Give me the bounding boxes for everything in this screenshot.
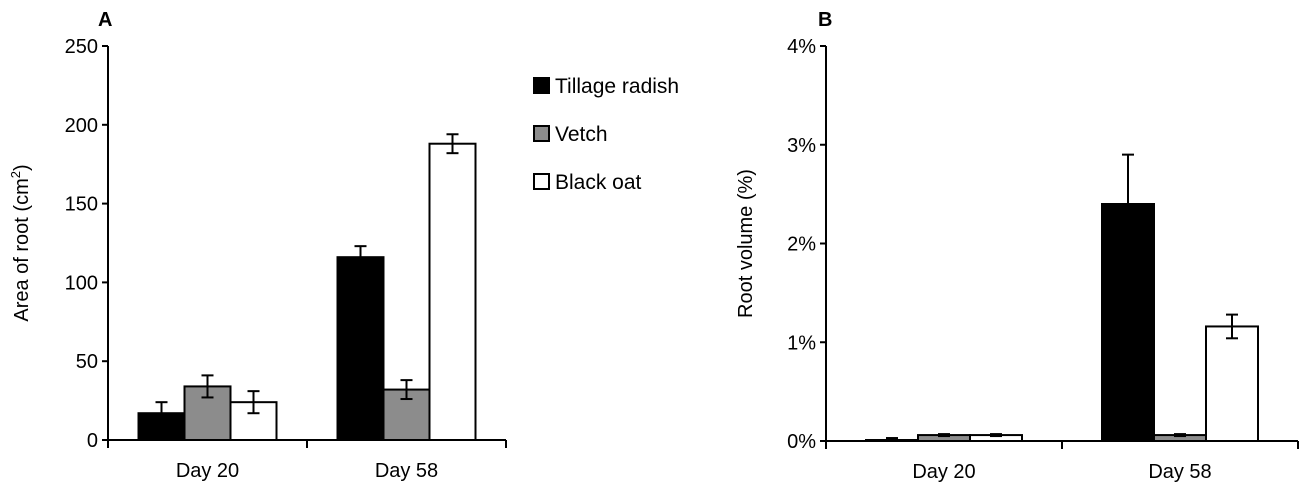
- x-tick-label: Day 20: [176, 460, 239, 482]
- legend-swatch-vetch: [533, 125, 550, 142]
- panel-a-label: A: [98, 9, 112, 31]
- y-axis-title: Area of root (cm2): [8, 164, 33, 321]
- legend: Tillage radish Vetch Black oat: [533, 75, 679, 194]
- y-tick-label: 4%: [787, 36, 816, 58]
- panel-b-chart: 0% 1% 2% 3% 4% Root volume (%) Day 20 Day 58: [735, 36, 1299, 483]
- x-tick-label: Day 58: [375, 460, 438, 482]
- legend-label-vetch: Vetch: [555, 123, 608, 146]
- bar-black-oat-day-58: [428, 142, 477, 441]
- y-tick-label: 0%: [787, 431, 816, 453]
- y-tick-label: 200: [65, 115, 98, 137]
- legend-swatch-black-oat: [533, 173, 550, 190]
- y-tick-label: 50: [76, 351, 98, 373]
- legend-label-black-oat: Black oat: [555, 171, 642, 194]
- legend-label-tillage-radish: Tillage radish: [555, 75, 679, 98]
- x-tick-label: Day 58: [1148, 461, 1211, 483]
- y-tick-label: 2%: [787, 234, 816, 256]
- bar-tillage-radish-day-58: [336, 256, 385, 441]
- legend-swatch-tillage-radish: [533, 77, 550, 94]
- y-tick-label: 100: [65, 272, 98, 294]
- y-tick-label: 1%: [787, 332, 816, 354]
- bar-black-oat-day-58: [1205, 325, 1259, 443]
- panel-b-label: B: [818, 9, 832, 31]
- x-tick-label: Day 20: [912, 461, 975, 483]
- y-tick-label: 3%: [787, 135, 816, 157]
- y-tick-label: 150: [65, 194, 98, 216]
- panel-a-chart: 0 50 100 150 200 250 Area of root (cm2) Day 20 D…: [8, 36, 507, 482]
- y-tick-label: 250: [65, 36, 98, 58]
- y-tick-label: 0: [87, 430, 98, 452]
- y-axis-title: Root volume (%): [735, 169, 757, 318]
